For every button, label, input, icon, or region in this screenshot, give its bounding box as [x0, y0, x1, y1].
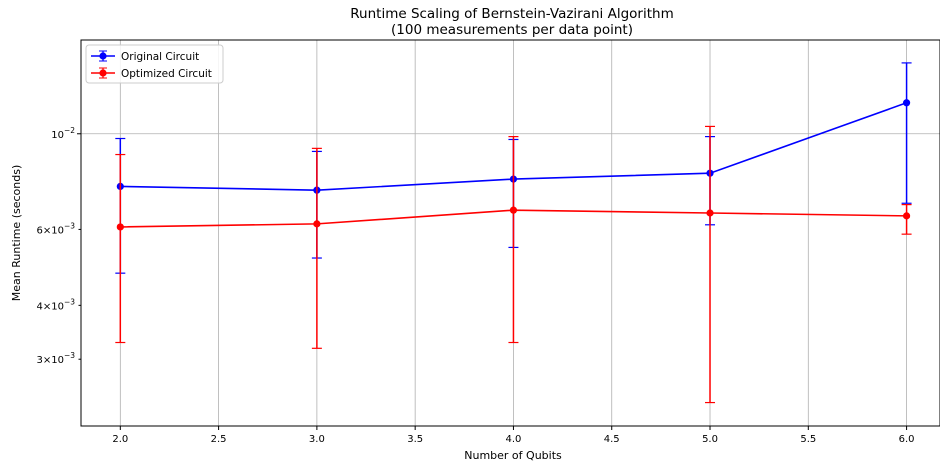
- y-tick-label: 6×10−3: [36, 221, 75, 236]
- y-tick-mantissa: 6: [36, 225, 42, 236]
- data-point: [509, 206, 518, 214]
- x-tick-label: 3.0: [309, 434, 325, 445]
- x-tick-label: 6.0: [899, 434, 915, 445]
- data-point: [706, 209, 714, 217]
- legend-marker: [99, 52, 107, 60]
- y-tick-exponent: −3: [64, 351, 75, 360]
- y-tick-label: 4×10−3: [36, 297, 75, 312]
- y-tick-base: 10: [51, 130, 64, 141]
- legend-entry: Optimized Circuit: [91, 67, 212, 80]
- data-point: [902, 212, 911, 220]
- y-axis-ticks: 3×10−34×10−36×10−310−2: [36, 126, 81, 366]
- chart-subtitle: (100 measurements per data point): [391, 22, 633, 38]
- x-tick-label: 4.5: [604, 434, 620, 445]
- x-axis-ticks: 2.0 2.5 3.0 3.5 4.0 4.5 5.0 5.5 6.0: [112, 426, 915, 445]
- legend-entry: Original Circuit: [91, 50, 199, 63]
- y-tick-times: ×10: [43, 225, 64, 236]
- y-tick-mantissa: 3: [36, 355, 42, 366]
- x-tick-label: 2.5: [211, 434, 227, 445]
- grid: [81, 40, 940, 426]
- y-tick-times: ×10: [43, 355, 64, 366]
- legend-box: [85, 44, 224, 84]
- x-tick-label: 4.0: [505, 434, 521, 445]
- legend: Original Circuit Optimized Circuit: [85, 44, 224, 84]
- x-tick-label: 5.5: [800, 434, 816, 445]
- y-tick-exponent: −3: [64, 221, 75, 230]
- series-optimized-circuit: [115, 125, 912, 404]
- legend-label: Original Circuit: [121, 51, 199, 63]
- y-tick-label: 10−2: [51, 126, 75, 141]
- y-axis-label: Mean Runtime (seconds): [10, 165, 23, 301]
- x-tick-label: 3.5: [407, 434, 423, 445]
- data-point: [902, 99, 911, 107]
- data-point: [116, 223, 124, 231]
- data-point: [313, 220, 321, 228]
- x-tick-label: 2.0: [112, 434, 128, 445]
- x-axis-label: Number of Qubits: [464, 449, 562, 462]
- y-tick-exponent: −2: [64, 126, 75, 135]
- chart-title: Runtime Scaling of Bernstein-Vazirani Al…: [350, 6, 673, 22]
- y-tick-exponent: −3: [64, 297, 75, 306]
- legend-marker: [99, 69, 107, 77]
- plot-frame: [80, 39, 940, 427]
- series-layer: [115, 62, 912, 404]
- legend-label: Optimized Circuit: [121, 68, 212, 80]
- y-tick-label: 3×10−3: [36, 351, 75, 366]
- y-tick-times: ×10: [43, 301, 64, 312]
- x-tick-label: 5.0: [702, 434, 718, 445]
- y-tick-mantissa: 4: [36, 301, 42, 312]
